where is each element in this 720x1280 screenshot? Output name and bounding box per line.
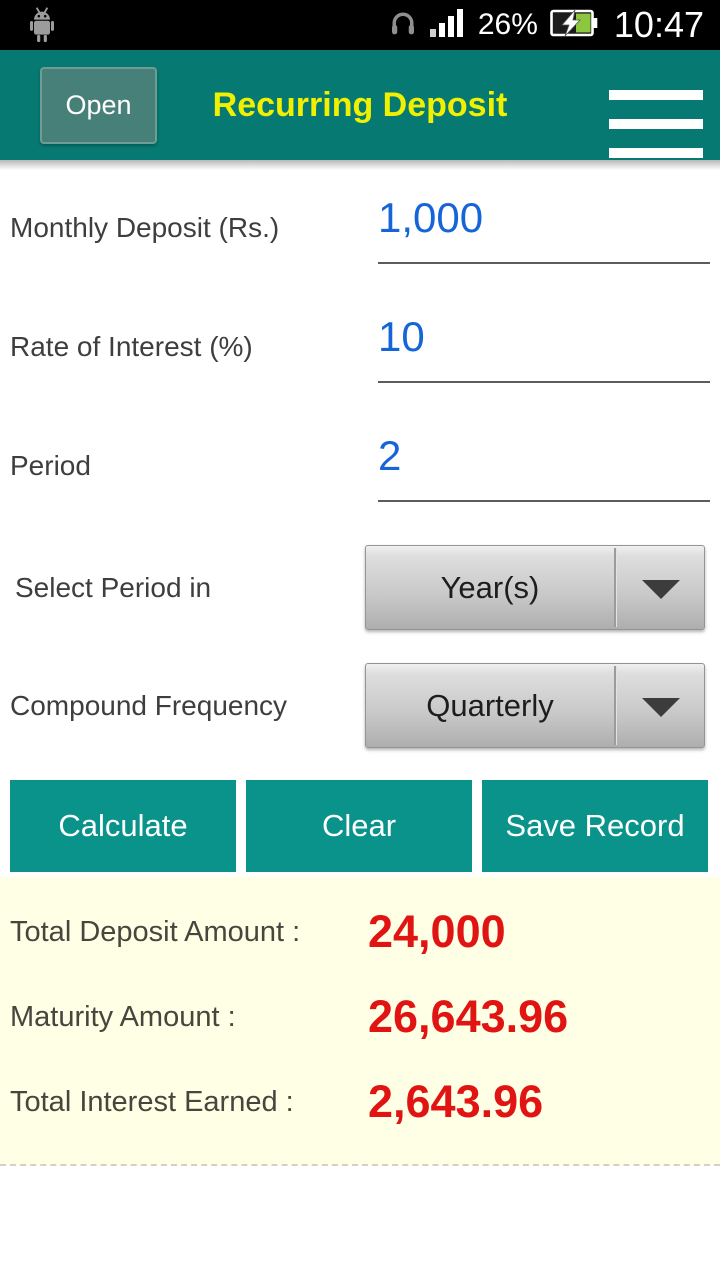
total-interest-label: Total Interest Earned :	[10, 1085, 294, 1118]
monthly-deposit-row: Monthly Deposit (Rs.)	[0, 192, 720, 264]
save-record-button[interactable]: Save Record	[482, 780, 708, 872]
maturity-amount-label: Maturity Amount :	[10, 1000, 236, 1033]
period-label: Period	[10, 450, 91, 481]
period-unit-value: Year(s)	[440, 570, 540, 605]
total-deposit-row: Total Deposit Amount : 24,000	[0, 902, 720, 962]
status-bar: 26% 10:47	[0, 0, 720, 50]
total-deposit-label: Total Deposit Amount :	[10, 915, 301, 948]
total-interest-row: Total Interest Earned : 2,643.96	[0, 1072, 720, 1132]
maturity-amount-value: 26,643.96	[368, 991, 569, 1042]
monthly-deposit-input[interactable]	[378, 194, 710, 242]
monthly-deposit-label: Monthly Deposit (Rs.)	[10, 212, 280, 243]
interest-rate-underline	[378, 311, 710, 383]
interest-rate-label: Rate of Interest (%)	[10, 331, 253, 362]
page-title: Recurring Deposit	[212, 86, 508, 124]
total-deposit-value: 24,000	[368, 906, 506, 957]
compound-frequency-label: Compound Frequency	[10, 690, 288, 721]
android-robot-icon	[26, 6, 58, 44]
period-row: Period	[0, 430, 720, 502]
compound-frequency-row: Compound Frequency Quarterly	[0, 663, 720, 748]
monthly-deposit-underline	[378, 192, 710, 264]
chevron-down-icon	[642, 697, 680, 717]
battery-charging-icon	[550, 8, 598, 43]
app-header: Open Recurring Deposit	[0, 50, 720, 160]
period-unit-dropdown[interactable]: Year(s)	[365, 545, 705, 630]
period-input[interactable]	[378, 432, 710, 480]
signal-strength-icon	[429, 7, 466, 44]
maturity-amount-row: Maturity Amount : 26,643.96	[0, 987, 720, 1047]
calculate-button[interactable]: Calculate	[10, 780, 236, 872]
total-interest-value: 2,643.96	[368, 1076, 544, 1127]
chevron-down-icon	[642, 579, 680, 599]
compound-frequency-value: Quarterly	[426, 688, 554, 723]
interest-rate-input[interactable]	[378, 313, 710, 361]
open-button[interactable]: Open	[40, 67, 157, 144]
battery-percent: 26%	[477, 8, 538, 41]
clear-button[interactable]: Clear	[246, 780, 472, 872]
interest-rate-row: Rate of Interest (%)	[0, 311, 720, 383]
period-underline	[378, 430, 710, 502]
header-shadow	[0, 160, 720, 170]
clock-time: 10:47	[613, 4, 704, 45]
period-unit-label: Select Period in	[15, 572, 212, 603]
results-panel: Total Deposit Amount : 24,000 Maturity A…	[0, 877, 720, 1166]
hamburger-menu-icon[interactable]	[609, 90, 703, 158]
headset-icon	[388, 7, 418, 44]
period-unit-row: Select Period in Year(s)	[0, 545, 720, 630]
compound-frequency-dropdown[interactable]: Quarterly	[365, 663, 705, 748]
